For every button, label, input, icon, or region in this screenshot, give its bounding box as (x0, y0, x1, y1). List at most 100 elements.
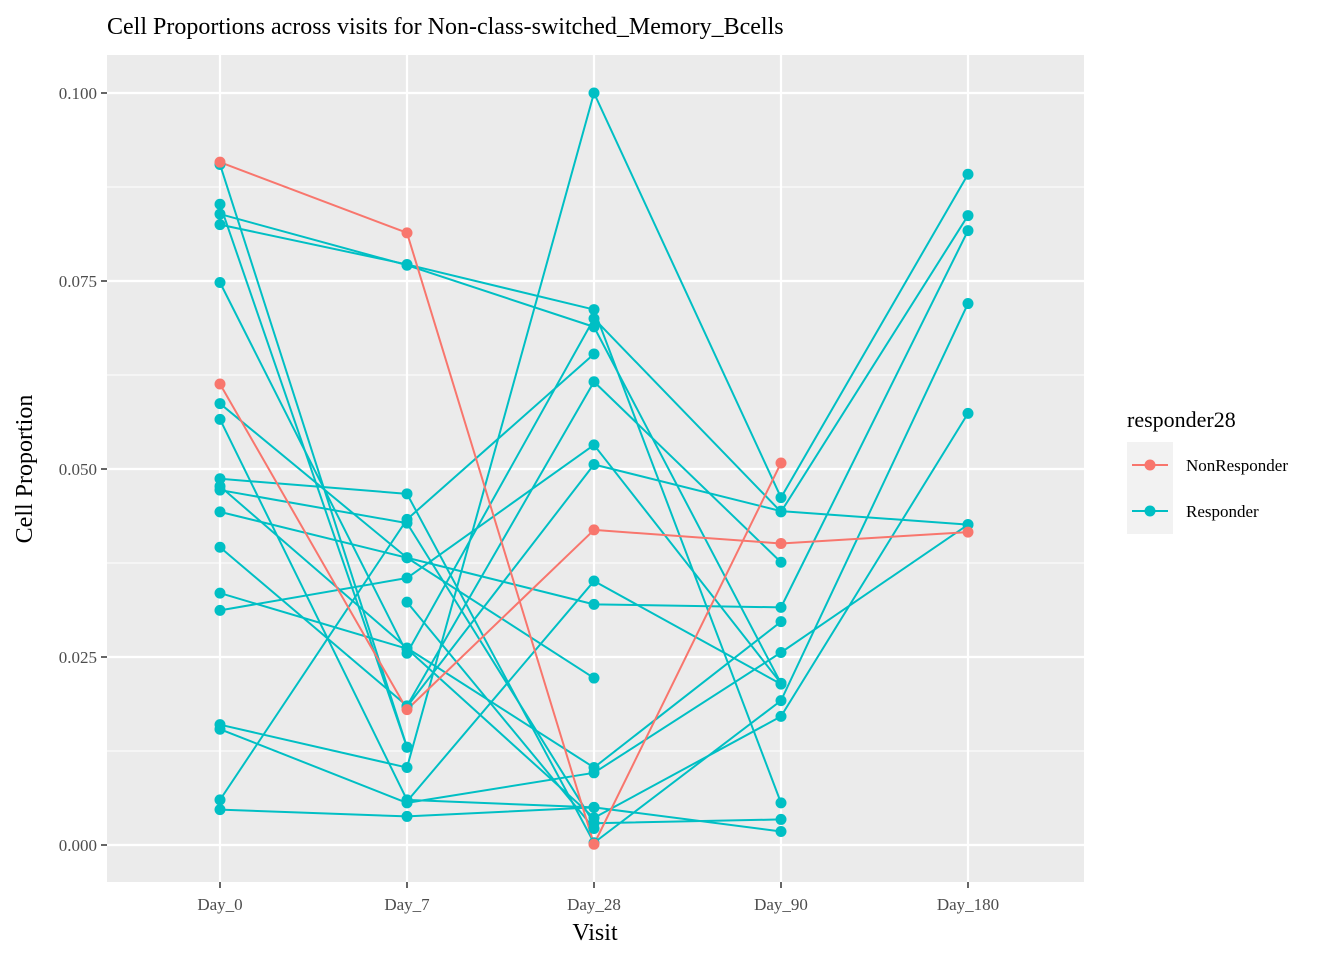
data-point-responder (588, 822, 600, 834)
data-point-responder (401, 810, 413, 822)
y-axis: 0.000 0.025 0.050 0.075 0.100 (59, 84, 107, 855)
data-point-responder (214, 473, 226, 485)
series-points (214, 87, 974, 850)
x-tick-label: Day_28 (567, 895, 621, 914)
data-point-responder (588, 767, 600, 779)
data-point-responder (214, 198, 226, 210)
data-point-responder (214, 219, 226, 231)
y-tick-label: 0.050 (59, 460, 97, 479)
x-axis-title: Visit (572, 920, 618, 946)
data-point-responder (775, 492, 787, 504)
y-tick-label: 0.000 (59, 836, 97, 855)
data-point-responder (401, 643, 413, 655)
data-point-responder (401, 572, 413, 584)
data-point-responder (588, 313, 600, 325)
data-point-responder (214, 398, 226, 410)
legend-key-point (1144, 459, 1156, 471)
data-point-responder (775, 616, 787, 628)
series-line-responder (219, 485, 782, 769)
data-point-nonresponder (588, 838, 600, 850)
data-point-responder (588, 304, 600, 316)
data-point-responder (214, 413, 226, 425)
data-point-responder (214, 804, 226, 816)
data-point-responder (214, 604, 226, 616)
data-point-responder (401, 762, 413, 774)
data-point-responder (775, 646, 787, 658)
data-point-responder (588, 348, 600, 360)
data-point-responder (962, 519, 974, 531)
data-point-nonresponder (588, 524, 600, 536)
data-point-responder (588, 376, 600, 388)
x-tick-label: Day_0 (197, 895, 242, 914)
data-point-responder (588, 598, 600, 610)
data-point-responder (401, 258, 413, 270)
data-point-responder (588, 87, 600, 99)
series-line-responder (219, 164, 408, 748)
data-point-responder (962, 168, 974, 180)
data-point-responder (401, 596, 413, 608)
data-point-responder (962, 210, 974, 222)
data-point-responder (588, 575, 600, 587)
series-line-responder (219, 380, 782, 707)
x-tick-label: Day_7 (384, 895, 430, 914)
data-point-nonresponder (775, 537, 787, 549)
data-point-responder (775, 505, 787, 517)
data-point-responder (588, 458, 600, 470)
series-line-responder (219, 418, 782, 833)
data-point-nonresponder (214, 156, 226, 168)
legend-label: NonResponder (1186, 456, 1288, 475)
legend-label: Responder (1186, 502, 1259, 521)
x-tick-label: Day_180 (937, 895, 999, 914)
series-line-responder (219, 223, 782, 804)
data-point-nonresponder (775, 457, 787, 469)
series-line-responder (219, 489, 782, 825)
legend-key-point (1144, 505, 1156, 517)
series-line-responder (406, 601, 595, 830)
data-point-responder (401, 513, 413, 525)
data-point-responder (962, 225, 974, 237)
data-point-responder (401, 552, 413, 564)
data-point-responder (214, 484, 226, 496)
data-point-responder (214, 794, 226, 806)
data-point-responder (775, 710, 787, 722)
data-point-responder (214, 723, 226, 735)
data-point-responder (401, 795, 413, 807)
data-point-responder (214, 587, 226, 599)
series-line-nonresponder (219, 161, 782, 846)
data-point-responder (214, 541, 226, 553)
data-point-responder (775, 695, 787, 707)
data-point-responder (214, 208, 226, 220)
y-axis-title: Cell Proportion (12, 395, 38, 544)
data-point-responder (588, 801, 600, 813)
data-point-responder (962, 298, 974, 310)
data-point-responder (775, 797, 787, 809)
x-axis: Day_0 Day_7 Day_28 Day_90 Day_180 (197, 882, 999, 914)
y-tick-label: 0.100 (59, 84, 97, 103)
data-point-nonresponder (962, 526, 974, 538)
series-line-responder (219, 443, 782, 684)
data-point-nonresponder (214, 378, 226, 390)
data-point-responder (401, 741, 413, 753)
data-point-responder (214, 506, 226, 518)
data-point-responder (775, 825, 787, 837)
data-point-responder (401, 488, 413, 500)
data-point-responder (775, 556, 787, 568)
data-point-nonresponder (401, 227, 413, 239)
series-line-responder (406, 463, 969, 708)
data-point-responder (588, 812, 600, 824)
data-point-responder (588, 321, 600, 333)
data-point-responder (962, 407, 974, 419)
y-tick-label: 0.075 (59, 272, 97, 291)
legend: responder28 NonResponder Responder (1127, 407, 1288, 534)
data-point-responder (214, 277, 226, 289)
x-tick-label: Day_90 (754, 895, 808, 914)
data-point-responder (775, 678, 787, 690)
data-point-responder (588, 439, 600, 451)
chart-title: Cell Proportions across visits for Non-c… (107, 14, 784, 40)
data-point-nonresponder (401, 704, 413, 716)
data-point-responder (775, 601, 787, 613)
series-line-responder (219, 213, 782, 684)
y-tick-label: 0.025 (59, 648, 97, 667)
legend-title: responder28 (1127, 407, 1236, 432)
